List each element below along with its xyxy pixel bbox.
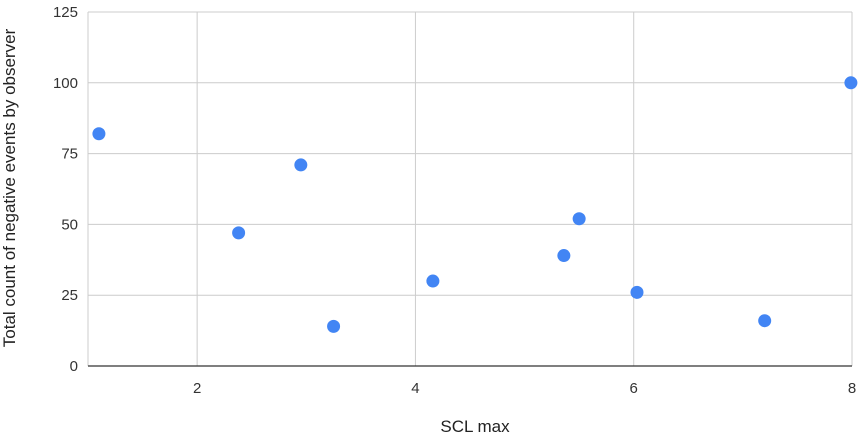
axis-layer: 0 25 50 75 100 125 2 4 6 8 [53, 4, 856, 397]
data-point [92, 127, 106, 141]
data-point [572, 212, 586, 226]
points-layer [92, 76, 858, 333]
y-tick-label: 125 [53, 4, 78, 21]
y-tick-label: 50 [61, 216, 78, 233]
y-tick-label: 0 [70, 358, 78, 375]
y-axis-title: Total count of negative events by observ… [0, 28, 19, 347]
y-tick-label: 25 [61, 287, 78, 304]
data-point [232, 226, 246, 240]
x-tick-label: 2 [193, 380, 201, 397]
y-tick-label: 75 [61, 146, 78, 163]
x-tick-label: 8 [848, 380, 856, 397]
grid-layer [87, 11, 853, 366]
y-tick-label: 100 [53, 75, 78, 92]
data-point [327, 319, 341, 333]
x-tick-label: 6 [630, 380, 638, 397]
x-axis-title: SCL max [440, 417, 510, 436]
data-point [557, 249, 571, 263]
x-tick-label: 4 [411, 380, 419, 397]
data-point [758, 314, 772, 328]
data-point [426, 274, 440, 288]
data-point [630, 285, 644, 299]
data-point [844, 76, 858, 90]
data-point [294, 158, 308, 172]
